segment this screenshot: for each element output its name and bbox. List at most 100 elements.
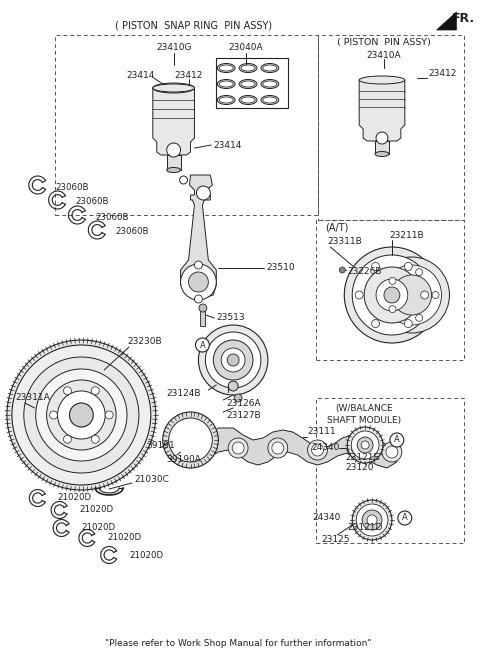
Text: 23414: 23414 (127, 70, 155, 79)
Text: 23040A: 23040A (229, 43, 264, 52)
Text: 21020D: 21020D (81, 523, 116, 533)
Circle shape (7, 340, 156, 490)
Text: 23127B: 23127B (226, 411, 261, 419)
Circle shape (195, 338, 209, 352)
Circle shape (232, 442, 244, 454)
Text: 23060B: 23060B (75, 197, 109, 207)
Circle shape (221, 348, 245, 372)
Ellipse shape (241, 65, 255, 71)
Circle shape (352, 255, 432, 335)
Circle shape (389, 306, 396, 313)
Circle shape (12, 345, 151, 485)
Text: 23410G: 23410G (156, 43, 192, 52)
Ellipse shape (263, 65, 277, 71)
Text: 23412: 23412 (429, 68, 457, 77)
Ellipse shape (219, 81, 233, 87)
Circle shape (398, 511, 412, 525)
Text: 23311A: 23311A (15, 394, 49, 403)
Polygon shape (153, 88, 194, 155)
Circle shape (198, 325, 268, 395)
Text: ( PISTON  PIN ASSY): ( PISTON PIN ASSY) (337, 39, 431, 47)
Text: 23111: 23111 (308, 428, 336, 436)
Circle shape (386, 446, 398, 458)
Circle shape (416, 314, 422, 321)
Text: 23121D: 23121D (347, 522, 383, 531)
Text: 21020D: 21020D (107, 533, 141, 543)
Text: (W/BALANCE: (W/BALANCE (336, 403, 393, 413)
Circle shape (347, 438, 367, 458)
Text: 21030C: 21030C (134, 476, 169, 485)
Circle shape (58, 391, 105, 439)
Text: A: A (394, 436, 400, 445)
Text: 23120: 23120 (345, 462, 374, 472)
Circle shape (420, 291, 429, 299)
Circle shape (194, 261, 203, 269)
Circle shape (196, 186, 210, 200)
Circle shape (361, 441, 369, 449)
Bar (201, 308, 205, 326)
Text: 23311B: 23311B (327, 237, 362, 247)
Ellipse shape (241, 81, 255, 87)
Circle shape (344, 247, 440, 343)
Text: FR.: FR. (452, 12, 475, 24)
Text: 23126A: 23126A (226, 398, 261, 407)
Text: 39190A: 39190A (167, 455, 202, 464)
Ellipse shape (261, 96, 279, 104)
Bar (55, 35, 317, 215)
Circle shape (384, 287, 400, 303)
Circle shape (268, 438, 288, 458)
Text: 21020D: 21020D (58, 493, 92, 502)
Ellipse shape (219, 65, 233, 71)
Ellipse shape (239, 79, 257, 89)
Text: SHAFT MODULE): SHAFT MODULE) (327, 415, 401, 424)
Bar (317, 35, 464, 220)
Circle shape (404, 262, 412, 270)
Text: 23125: 23125 (321, 535, 349, 544)
Text: 23510: 23510 (266, 264, 295, 272)
Text: 23121E: 23121E (345, 453, 379, 462)
Circle shape (351, 442, 363, 454)
Ellipse shape (241, 97, 255, 103)
Circle shape (392, 275, 432, 315)
Ellipse shape (153, 84, 194, 92)
Ellipse shape (375, 152, 389, 157)
Circle shape (36, 369, 127, 461)
Circle shape (390, 433, 404, 447)
Polygon shape (437, 12, 456, 30)
Circle shape (180, 176, 188, 184)
Text: 23060B: 23060B (56, 182, 89, 192)
Circle shape (63, 435, 72, 443)
Text: 23060B: 23060B (95, 213, 129, 222)
Circle shape (199, 304, 207, 312)
Circle shape (355, 291, 363, 299)
Circle shape (372, 262, 380, 270)
Circle shape (312, 444, 324, 456)
Bar (375, 141, 389, 154)
Circle shape (47, 380, 116, 450)
Circle shape (213, 340, 253, 380)
Ellipse shape (219, 97, 233, 103)
Circle shape (105, 411, 113, 419)
Circle shape (49, 411, 58, 419)
Text: 23412: 23412 (174, 70, 203, 79)
Circle shape (308, 440, 327, 460)
Circle shape (63, 387, 72, 395)
Polygon shape (359, 80, 405, 141)
Circle shape (347, 427, 383, 463)
Text: (A/T): (A/T) (325, 223, 349, 233)
Text: 23410A: 23410A (367, 51, 401, 60)
Circle shape (352, 500, 392, 540)
Circle shape (372, 319, 380, 327)
Ellipse shape (263, 97, 277, 103)
Ellipse shape (263, 81, 277, 87)
Circle shape (404, 319, 412, 327)
Text: 23124B: 23124B (166, 388, 201, 398)
Ellipse shape (261, 79, 279, 89)
Polygon shape (180, 175, 216, 298)
Circle shape (194, 295, 203, 303)
Circle shape (367, 515, 377, 525)
Text: 24340: 24340 (312, 514, 340, 522)
Text: 21020D: 21020D (79, 506, 113, 514)
Bar (315, 220, 464, 360)
Text: "Please refer to Work Shop Manual for further information": "Please refer to Work Shop Manual for fu… (105, 639, 372, 648)
